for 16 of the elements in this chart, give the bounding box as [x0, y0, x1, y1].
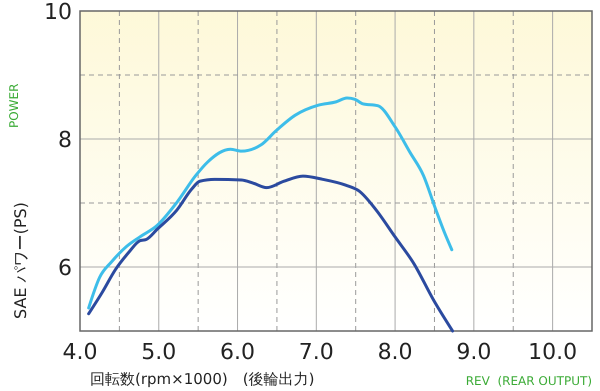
- x-axis-title: 回転数(rpm×1000) (後輪出力): [90, 370, 314, 388]
- x-tick-label: 7.0: [298, 340, 334, 365]
- x-tick-label: 8.0: [378, 340, 413, 365]
- y-tick-label: 8: [58, 128, 72, 153]
- x-tick-label: 9.0: [456, 340, 492, 365]
- x-tick-label: 5.0: [141, 340, 176, 365]
- x-tick-label: 6.0: [220, 340, 256, 365]
- y-axis-title: SAE パワー(PS): [11, 202, 30, 319]
- x-tick-label: 10.0: [528, 340, 578, 365]
- line-series: [87, 174, 454, 332]
- text: POWER: [7, 84, 21, 128]
- y-tick-label: 10: [44, 0, 72, 25]
- line-series: [87, 96, 454, 310]
- text: REV (REAR OUTPUT): [466, 374, 592, 388]
- x-tick-label: 4.0: [62, 340, 98, 365]
- y-tick-label: 6: [58, 256, 72, 281]
